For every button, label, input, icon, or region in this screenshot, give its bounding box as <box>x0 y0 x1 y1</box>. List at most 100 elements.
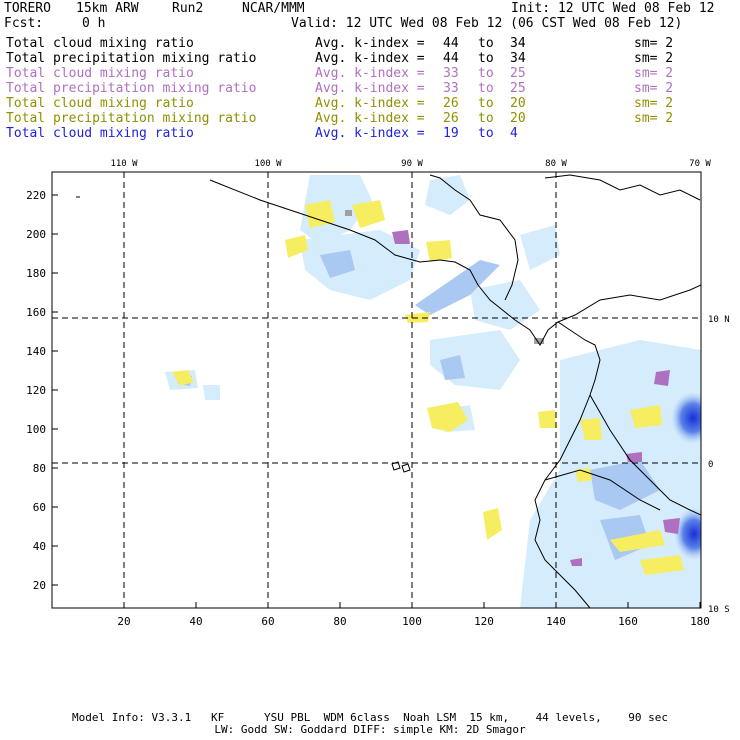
legend-avg-label: Avg. k-index = <box>315 36 425 51</box>
y-tick-label: 180 <box>26 267 46 280</box>
legend-k-to: 25 <box>510 81 526 96</box>
lon-label: 70 W <box>689 159 711 169</box>
legend-field: Total cloud mixing ratio <box>6 96 194 111</box>
legend-k-to: 4 <box>510 126 518 141</box>
legend-to: to <box>478 126 494 141</box>
caribbean-islands <box>544 174 701 201</box>
legend-k-to: 20 <box>510 96 526 111</box>
y-tick-label: 200 <box>26 228 46 241</box>
valid-time: Valid: 12 UTC Wed 08 Feb 12 (06 CST Wed … <box>291 16 683 31</box>
legend-field: Total cloud mixing ratio <box>6 66 194 81</box>
legend-to: to <box>478 66 494 81</box>
lat-label: 10 S <box>708 605 730 615</box>
lon-label: 100 W <box>254 159 282 169</box>
legend-avg-label: Avg. k-index = <box>315 51 425 66</box>
legend-k-from: 44 <box>443 36 459 51</box>
cloud-area <box>203 385 220 400</box>
x-tick-label: 80 <box>333 615 346 628</box>
y-tick-labels: 220 200 180 160 140 120 100 80 60 40 20 <box>26 189 46 592</box>
country-border <box>589 394 701 516</box>
legend-field: Total cloud mixing ratio <box>6 126 194 141</box>
lat-lon-grid <box>52 172 701 608</box>
model-resolution: 15km ARW <box>76 1 139 16</box>
legend-smoothing: sm= 2 <box>634 51 674 66</box>
x-tick-label: 180 <box>690 615 710 628</box>
north-coast <box>557 284 701 323</box>
cloud-area <box>300 175 372 245</box>
legend-smoothing: sm= 2 <box>634 96 674 111</box>
precip-area <box>285 235 308 258</box>
x-tick-label: 140 <box>546 615 566 628</box>
y-tick-label: 220 <box>26 189 46 202</box>
legend-smoothing: sm= 2 <box>634 81 674 96</box>
legend-k-from: 44 <box>443 51 459 66</box>
legend-to: to <box>478 111 494 126</box>
x-tick-labels: 2040608010012014016018020022024026028030… <box>117 615 710 628</box>
precip-area <box>483 508 502 540</box>
legend-k-from: 33 <box>443 66 459 81</box>
lon-label: 110 W <box>110 159 138 169</box>
x-tick-label: 120 <box>474 615 494 628</box>
legend-to: to <box>478 96 494 111</box>
legend-k-to: 25 <box>510 66 526 81</box>
y-tick-label: 100 <box>26 423 46 436</box>
x-tick-label: 20 <box>117 615 130 628</box>
x-ticks <box>123 602 701 608</box>
legend-avg-label: Avg. k-index = <box>315 126 425 141</box>
y-tick-label: 60 <box>33 501 46 514</box>
precip-area <box>610 530 665 552</box>
legend-avg-label: Avg. k-index = <box>315 66 425 81</box>
lon-label: 80 W <box>545 159 567 169</box>
x-tick-label: 160 <box>618 615 638 628</box>
forecast-hour: 0 h <box>82 16 106 31</box>
legend-avg-label: Avg. k-index = <box>315 111 425 126</box>
precip-area <box>426 240 452 262</box>
org-label: NCAR/MMM <box>242 1 305 16</box>
galapagos-island <box>401 463 411 473</box>
legend-field: Total precipitation mixing ratio <box>6 51 257 66</box>
y-tick-label: 120 <box>26 384 46 397</box>
legend-smoothing: sm= 2 <box>634 111 674 126</box>
caribbean-coast <box>429 174 519 301</box>
legend-to: to <box>478 81 494 96</box>
legend-to: to <box>478 36 494 51</box>
pacific-coast <box>209 179 601 608</box>
y-tick-label: 20 <box>33 579 46 592</box>
legend-field: Total cloud mixing ratio <box>6 36 194 51</box>
x-tick-label: 100 <box>402 615 422 628</box>
precip-area <box>575 468 592 482</box>
precip-area <box>580 418 602 440</box>
model-name: TORERO <box>4 1 51 16</box>
cloud-band <box>415 260 500 315</box>
model-info-line1: Model Info: V3.3.1 KF YSU PBL WDM 6class… <box>71 711 669 724</box>
legend-smoothing: sm= 2 <box>634 66 674 81</box>
legend-k-from: 26 <box>443 111 459 126</box>
legend-to: to <box>478 51 494 66</box>
cloud-band <box>320 250 355 278</box>
legend-k-from: 19 <box>443 126 459 141</box>
gray-patch <box>345 210 352 216</box>
precip-area <box>305 200 335 228</box>
precip-area <box>630 405 662 428</box>
country-border <box>544 469 661 511</box>
precip-area <box>538 410 556 428</box>
forecast-label: Fcst: <box>4 16 44 31</box>
legend-k-to: 34 <box>510 51 526 66</box>
precip-area <box>352 200 385 228</box>
precip-area <box>640 555 684 575</box>
y-ticks <box>52 194 58 586</box>
legend-k-to: 20 <box>510 111 526 126</box>
y-tick-label: 140 <box>26 345 46 358</box>
y-tick-label: 160 <box>26 306 46 319</box>
lat-label: 10 N <box>708 315 730 325</box>
lon-label: 90 W <box>401 159 423 169</box>
lat-label: 0 <box>708 460 713 470</box>
run-label: Run2 <box>172 1 204 16</box>
legend-smoothing: sm= 2 <box>634 36 674 51</box>
cloud-fields <box>165 175 701 608</box>
cloud-area <box>425 175 470 215</box>
init-time: Init: 12 UTC Wed 08 Feb 12 <box>511 1 715 16</box>
convective-core <box>671 392 701 444</box>
convective-core <box>674 508 701 560</box>
